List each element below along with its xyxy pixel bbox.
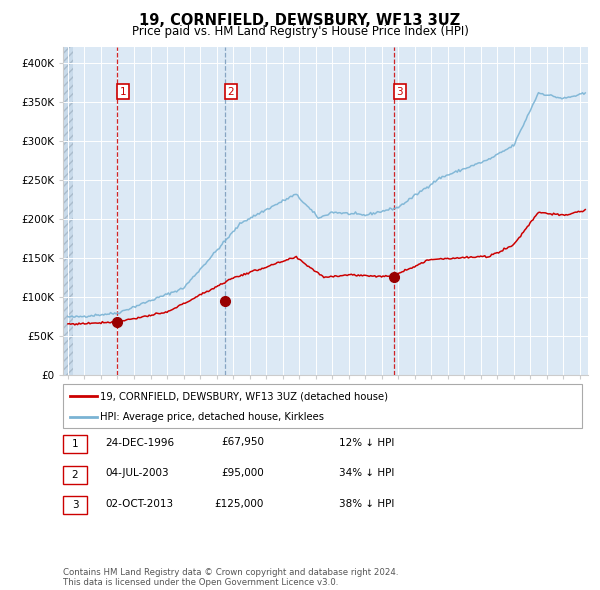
Text: 3: 3 — [397, 87, 403, 97]
Text: 38% ↓ HPI: 38% ↓ HPI — [339, 499, 394, 509]
Text: £125,000: £125,000 — [215, 499, 264, 509]
Text: £67,950: £67,950 — [221, 438, 264, 447]
Text: 2: 2 — [71, 470, 79, 480]
Text: 1: 1 — [119, 87, 126, 97]
Text: Price paid vs. HM Land Registry's House Price Index (HPI): Price paid vs. HM Land Registry's House … — [131, 25, 469, 38]
Text: 2: 2 — [227, 87, 234, 97]
Text: 24-DEC-1996: 24-DEC-1996 — [105, 438, 174, 447]
Text: 12% ↓ HPI: 12% ↓ HPI — [339, 438, 394, 447]
Text: 3: 3 — [71, 500, 79, 510]
Text: 04-JUL-2003: 04-JUL-2003 — [105, 468, 169, 478]
Bar — [63, 47, 73, 375]
Text: 19, CORNFIELD, DEWSBURY, WF13 3UZ: 19, CORNFIELD, DEWSBURY, WF13 3UZ — [139, 13, 461, 28]
Text: 02-OCT-2013: 02-OCT-2013 — [105, 499, 173, 509]
Text: 19, CORNFIELD, DEWSBURY, WF13 3UZ (detached house): 19, CORNFIELD, DEWSBURY, WF13 3UZ (detac… — [100, 392, 388, 401]
Text: 1: 1 — [71, 439, 79, 449]
Text: 34% ↓ HPI: 34% ↓ HPI — [339, 468, 394, 478]
Text: Contains HM Land Registry data © Crown copyright and database right 2024.
This d: Contains HM Land Registry data © Crown c… — [63, 568, 398, 587]
Text: £95,000: £95,000 — [221, 468, 264, 478]
Text: HPI: Average price, detached house, Kirklees: HPI: Average price, detached house, Kirk… — [100, 412, 324, 422]
